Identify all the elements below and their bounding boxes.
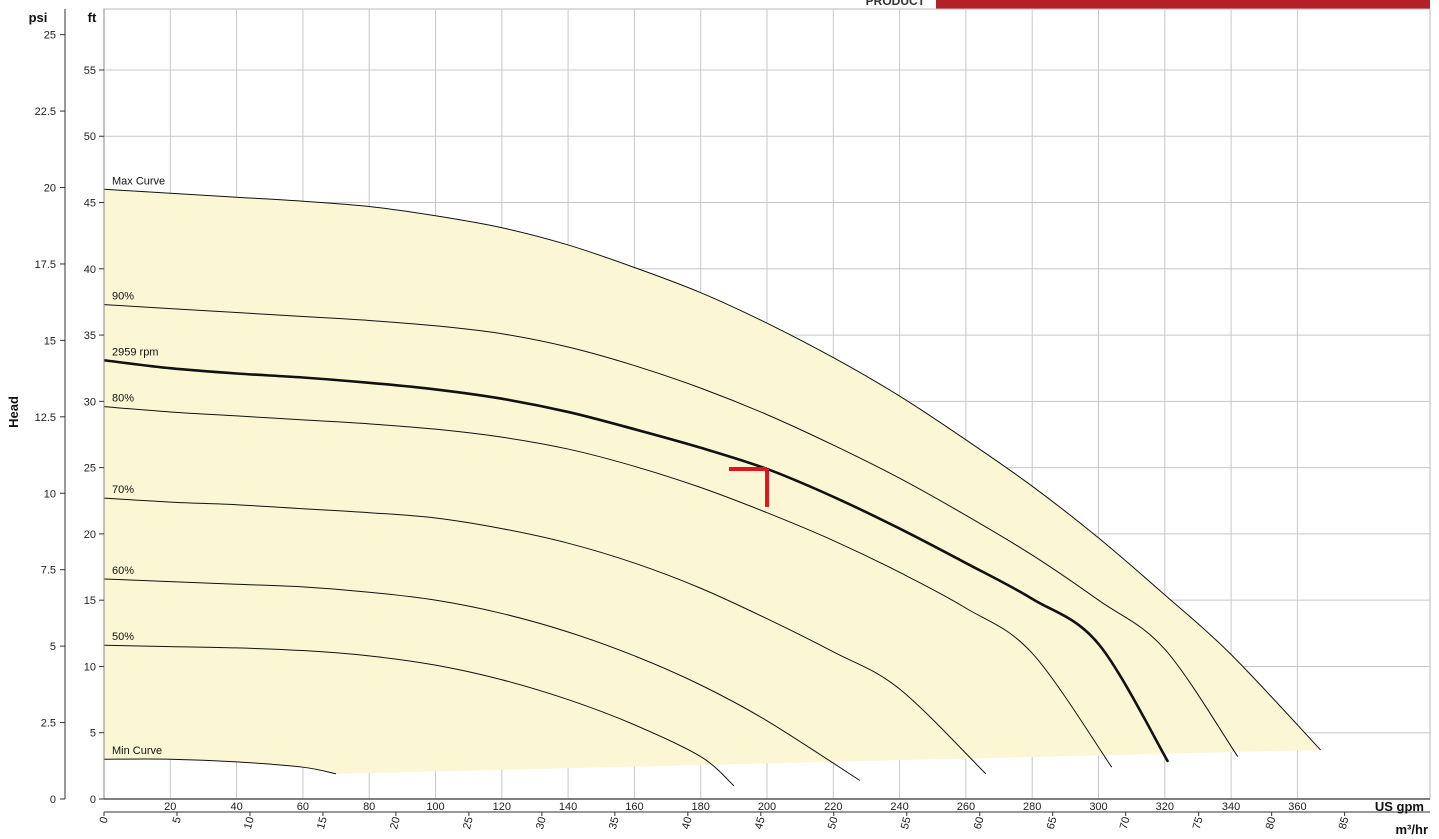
ft-tick-label: 15 xyxy=(84,595,96,607)
operating-point-marker xyxy=(729,466,769,507)
series-line-80 xyxy=(103,406,1113,768)
series-line-max-curve xyxy=(103,188,1321,751)
series-label-90: 90% xyxy=(112,291,134,303)
psi-unit-label: psi xyxy=(29,10,48,25)
m3hr-tick-label: 65 xyxy=(1045,816,1060,831)
usgpm-tick-label: 260 xyxy=(957,801,975,813)
series-label-80: 80% xyxy=(112,393,134,405)
psi-tick-label: 12.5 xyxy=(35,412,56,424)
m3hr-tick-label: 40 xyxy=(680,816,695,831)
usgpm-tick-label: 180 xyxy=(692,801,710,813)
ft-tick-label: 10 xyxy=(84,661,96,673)
usgpm-tick-label: 100 xyxy=(426,801,444,813)
m3hr-tick-label: 35 xyxy=(607,816,622,831)
m3hr-tick-label: 50 xyxy=(826,816,841,831)
m3hr-tick-label: 45 xyxy=(753,816,768,831)
m3hr-tick-label: 70 xyxy=(1118,816,1133,831)
m3hr-tick-label: 30 xyxy=(534,816,549,831)
product-bar xyxy=(936,0,1430,9)
usgpm-tick-label: 240 xyxy=(890,801,908,813)
m3hr-tick-label: 75 xyxy=(1191,816,1206,831)
psi-tick-label: 25 xyxy=(44,30,56,42)
psi-tick-label: 0 xyxy=(50,794,56,806)
series-label-70: 70% xyxy=(112,484,134,496)
series-layer xyxy=(103,188,1321,787)
series-line-min-curve xyxy=(103,758,337,775)
series-label-min-curve: Min Curve xyxy=(112,745,162,757)
usgpm-tick-label: 360 xyxy=(1288,801,1306,813)
ft-tick-label: 20 xyxy=(84,529,96,541)
product-label: PRODUCT xyxy=(866,0,926,8)
psi-tick-label: 20 xyxy=(44,183,56,195)
ft-unit-label: ft xyxy=(88,10,97,25)
series-line-70 xyxy=(103,497,987,775)
m3hr-tick-label: 80 xyxy=(1264,816,1279,831)
usgpm-tick-label: 40 xyxy=(230,801,242,813)
m3hr-tick-label: 25 xyxy=(461,816,476,831)
m3hr-tick-label: 10 xyxy=(242,816,257,831)
usgpm-axis-ticks: 20 40 60 80 100 120 140 160 180 200 220 240 260 280 30… xyxy=(164,801,1306,813)
psi-axis-ticks: 0 2.5 5 7.5 10 12.5 15 17.5 20 22.5 25 xyxy=(35,30,65,806)
m3hr-tick-label: 55 xyxy=(899,816,914,831)
m3hr-tick-label: 0 xyxy=(98,816,111,825)
ft-axis-ticks: 0 5 10 15 20 25 30 35 40 45 50 55 xyxy=(84,65,104,806)
series-label-2959-rpm: 2959 rpm xyxy=(112,346,158,358)
series-label-60: 60% xyxy=(112,565,134,577)
usgpm-tick-label: 120 xyxy=(493,801,511,813)
m3hr-tick-label: 60 xyxy=(972,816,987,831)
m3hr-tick-label: 15 xyxy=(315,816,330,831)
ft-tick-label: 25 xyxy=(84,463,96,475)
psi-tick-label: 7.5 xyxy=(41,565,56,577)
usgpm-tick-label: 280 xyxy=(1023,801,1041,813)
usgpm-tick-label: 80 xyxy=(363,801,375,813)
series-labels: Max Curve 90% 2959 rpm 80% 70% 60% 50% Min Curv… xyxy=(112,175,165,757)
series-label-max-curve: Max Curve xyxy=(112,175,165,187)
m3hr-tick-label: 85 xyxy=(1337,816,1352,831)
usgpm-tick-label: 200 xyxy=(758,801,776,813)
operating-range-fill xyxy=(104,189,1321,774)
usgpm-tick-label: 340 xyxy=(1222,801,1240,813)
psi-tick-label: 17.5 xyxy=(35,259,56,271)
series-line-60 xyxy=(103,578,861,781)
ft-tick-label: 55 xyxy=(84,65,96,77)
psi-tick-label: 2.5 xyxy=(41,718,56,730)
m3hr-tick-label: 5 xyxy=(171,816,184,825)
ft-tick-label: 5 xyxy=(90,728,96,740)
psi-tick-label: 5 xyxy=(50,641,56,653)
head-axis-title: Head xyxy=(6,396,21,428)
usgpm-tick-label: 300 xyxy=(1089,801,1107,813)
m3hr-unit-label: m³/hr xyxy=(1396,822,1429,837)
usgpm-unit-label: US gpm xyxy=(1375,799,1424,814)
ft-tick-label: 50 xyxy=(84,131,96,143)
series-line-50 xyxy=(103,644,735,787)
usgpm-tick-label: 320 xyxy=(1156,801,1174,813)
m3hr-tick-label: 20 xyxy=(388,816,403,831)
psi-tick-label: 10 xyxy=(44,488,56,500)
usgpm-tick-label: 20 xyxy=(164,801,176,813)
series-line-2959-rpm xyxy=(103,358,1170,763)
series-label-50: 50% xyxy=(112,631,134,643)
ft-tick-label: 45 xyxy=(84,198,96,210)
ft-tick-label: 40 xyxy=(84,264,96,276)
psi-tick-label: 22.5 xyxy=(35,106,56,118)
ft-tick-label: 35 xyxy=(84,330,96,342)
usgpm-tick-label: 220 xyxy=(824,801,842,813)
usgpm-tick-label: 160 xyxy=(625,801,643,813)
psi-tick-label: 15 xyxy=(44,335,56,347)
series-line-90 xyxy=(103,304,1239,757)
ft-tick-label: 0 xyxy=(90,794,96,806)
m3hr-axis-ticks: 0 5 10 15 20 25 30 35 40 45 50 55 60 65 70 75 80 85 xyxy=(98,812,1352,831)
ft-tick-label: 30 xyxy=(84,396,96,408)
usgpm-tick-label: 60 xyxy=(297,801,309,813)
usgpm-tick-label: 140 xyxy=(559,801,577,813)
